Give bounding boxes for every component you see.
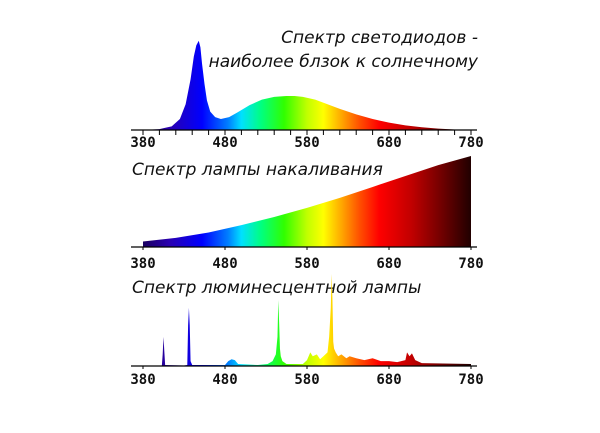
x-tick-label: 380 (130, 256, 155, 272)
x-tick-label: 680 (376, 256, 401, 272)
fluorescent-spectrum-panel: Спектр люминесцентной лампы 380 480 580 680… (130, 273, 484, 388)
x-tick-label: 480 (212, 135, 237, 151)
x-tick-label: 680 (376, 372, 401, 388)
spectrum-area (143, 40, 471, 131)
x-tick-label: 780 (458, 256, 483, 272)
x-tick-label: 680 (376, 135, 401, 151)
x-tick-label: 580 (294, 135, 319, 151)
x-tick-label: 480 (212, 256, 237, 272)
incandescent-spectrum-plot: 380 480 580 680 780 (130, 156, 484, 272)
x-tick-label: 580 (294, 256, 319, 272)
x-tick-label: 480 (212, 372, 237, 388)
chart-title-line-2: наиболее блзок к солнечному (209, 52, 479, 72)
fluorescent-spectrum-plot: 380 480 580 680 780 (130, 273, 484, 388)
spectrum-area (143, 156, 471, 247)
x-tick-label: 780 (458, 372, 483, 388)
chart-title-line-1: Спектр светодиодов - (281, 28, 478, 48)
x-tick-label: 580 (294, 372, 319, 388)
incandescent-spectrum-panel: Спектр лампы накаливания 380 480 580 680 780 (130, 156, 484, 272)
x-tick-label: 380 (130, 135, 155, 151)
x-tick-label: 780 (458, 135, 483, 151)
chart-title: Спектр люминесцентной лампы (132, 278, 421, 298)
chart-title: Спектр лампы накаливания (132, 160, 383, 180)
led-spectrum-panel: Спектр светодиодов - наиболее блзок к со… (130, 28, 483, 151)
led-spectrum-plot: 380 480 580 680 780 (130, 40, 484, 151)
x-tick-label: 380 (130, 372, 155, 388)
